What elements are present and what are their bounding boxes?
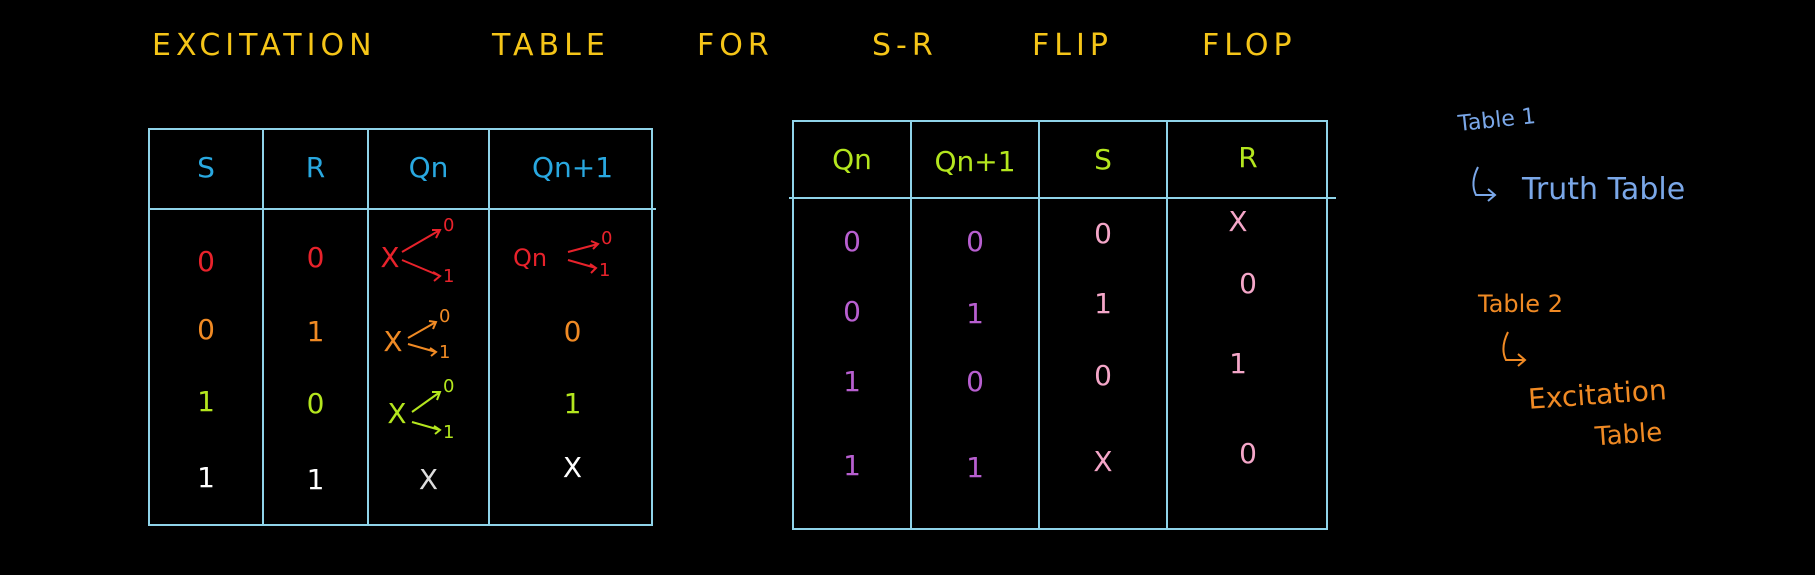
hook-arrow-icon	[1472, 166, 1497, 202]
table2-cell: 0	[1239, 267, 1257, 300]
branch-label: 1	[599, 260, 610, 281]
branch-label: 0	[443, 376, 454, 397]
table1-label: Table 1	[1456, 103, 1537, 138]
table2-cell: 0	[966, 365, 984, 398]
title-word: EXCITATION	[152, 28, 377, 63]
table2-header-qn: Qn	[832, 143, 872, 176]
table2-cell: 1	[1229, 347, 1247, 380]
table1-cell: X	[418, 463, 439, 496]
table1-header-qn: Qn	[408, 151, 449, 184]
table1-cell: 1	[306, 315, 325, 348]
table2-header-qn1: Qn+1	[934, 145, 1016, 178]
title-word: FOR	[697, 28, 774, 63]
table2-header-s: S	[1094, 143, 1112, 176]
table1-cell: X	[562, 451, 583, 484]
table2-description: Excitation	[1527, 373, 1668, 416]
table1-header-r: R	[305, 151, 326, 184]
table1-cell: 0	[197, 313, 215, 346]
table2-cell: 0	[843, 295, 861, 328]
branch-label: 0	[443, 215, 454, 236]
table2-cell: 0	[843, 225, 861, 258]
branch-label: 0	[439, 306, 450, 327]
branch-label: 1	[443, 266, 454, 287]
table1-cell: X	[387, 397, 407, 430]
table1-cell: 1	[306, 463, 325, 496]
table2-header-r: R	[1238, 141, 1258, 174]
table2-cell: 1	[966, 297, 984, 330]
truth-table: S R Qn Qn+1 0 0 X Qn 0 1 X 0 1 0 X 1 1 1…	[148, 128, 656, 526]
page-title: EXCITATION TABLE FOR S-R FLIP FLOP	[152, 22, 1302, 72]
branch-arrows: 0 1 0 1 0 1 0 1	[401, 215, 612, 443]
hook-arrow-icon	[1502, 331, 1527, 367]
table1-cell: 0	[197, 245, 215, 278]
branch-label: 0	[601, 228, 612, 249]
title-word: FLOP	[1202, 28, 1297, 63]
branch-label: 1	[443, 422, 454, 443]
table2-cell: 1	[843, 449, 861, 482]
title-word: S-R	[872, 28, 938, 63]
excitation-table: Qn Qn+1 S R 0 0 0 X 0 1 1 0 1 0 0 1 1 1 …	[789, 120, 1336, 530]
table1-cell: 1	[197, 385, 215, 418]
branch-label: 1	[439, 342, 450, 363]
table2-cell: 1	[1094, 287, 1112, 320]
table1-cell: 0	[306, 387, 325, 420]
table2-cell: 1	[843, 365, 861, 398]
title-word: TABLE	[492, 28, 610, 63]
table2-cell: 0	[966, 225, 984, 258]
table2-cell: X	[1093, 445, 1113, 478]
title-word: FLIP	[1032, 28, 1113, 63]
table1-cell: X	[380, 241, 400, 274]
table1-description: Truth Table	[1522, 172, 1686, 207]
table2-label: Table 2	[1478, 290, 1563, 318]
table1-cell: 1	[197, 461, 215, 494]
table2-description: Table	[1594, 417, 1664, 453]
table1-cell: X	[383, 325, 403, 358]
table1-cell: 0	[306, 241, 325, 274]
table2-cell: X	[1228, 205, 1248, 238]
table1-header-qn1: Qn+1	[531, 151, 614, 184]
table2-cell: 0	[1094, 217, 1112, 250]
table1-cell: 0	[563, 315, 582, 348]
table1-header-s: S	[197, 151, 215, 184]
table1-cell: Qn	[512, 244, 548, 272]
table1-cell: 1	[563, 387, 582, 420]
table2-cell: 0	[1094, 359, 1112, 392]
table2-cell: 0	[1239, 437, 1257, 470]
table2-cell: 1	[966, 451, 984, 484]
